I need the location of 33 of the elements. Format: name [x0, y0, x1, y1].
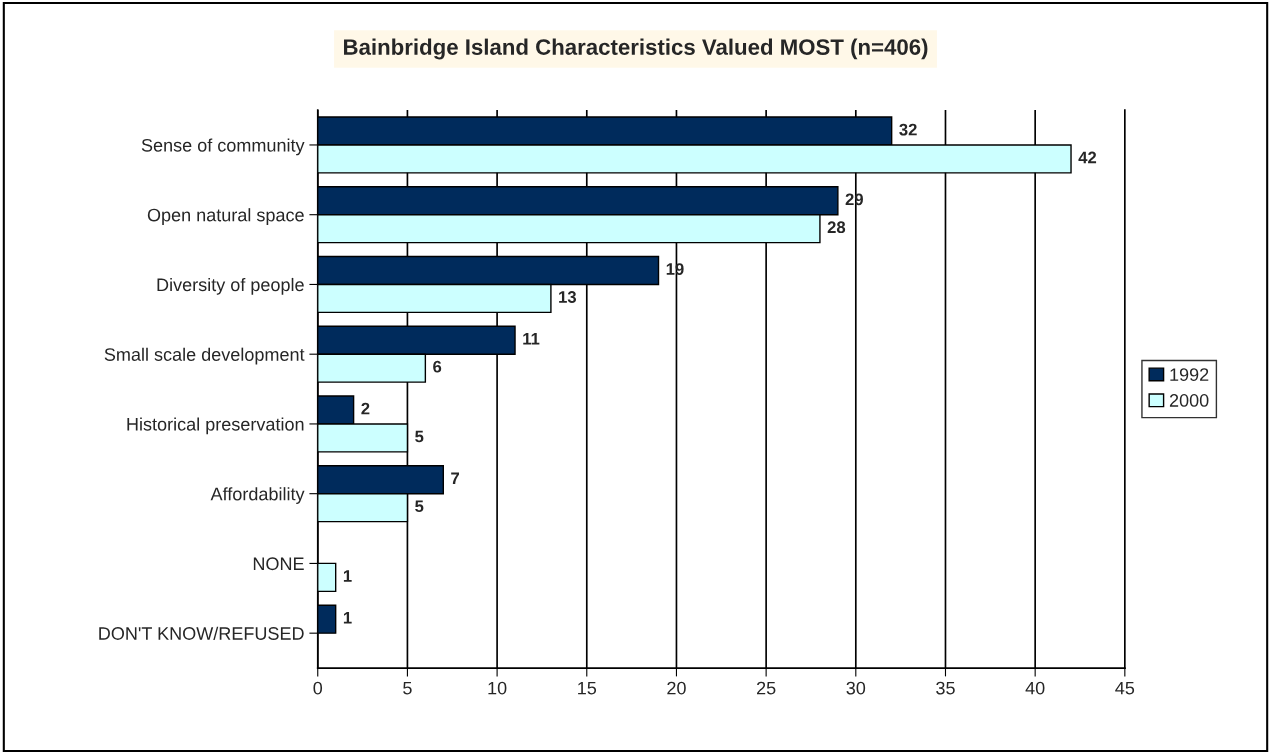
- x-tick-label: 20: [667, 681, 686, 695]
- data-label: 11: [523, 333, 540, 345]
- x-tick-label: 45: [1115, 681, 1135, 695]
- x-tick-label: 0: [313, 681, 323, 695]
- y-tick-label: NONE: [253, 557, 304, 571]
- x-tick-label: 5: [403, 681, 412, 695]
- data-label: 5: [415, 430, 424, 443]
- y-tick-label: Diversity of people: [157, 277, 304, 295]
- y-tick-label: Open natural space: [147, 208, 304, 225]
- chart-title: Bainbridge Island Characteristics Valued MOST (n=406): [344, 38, 928, 60]
- data-label: 5: [415, 500, 424, 513]
- y-tick-label: Affordability: [210, 487, 305, 504]
- data-label: 2: [361, 402, 370, 415]
- y-tick-label: Historical preservation: [127, 417, 304, 435]
- y-tick-label: Small scale development: [104, 347, 305, 365]
- data-label: 1: [343, 612, 352, 624]
- x-tick-label: 40: [1025, 681, 1045, 695]
- legend-label: 2000: [1169, 394, 1209, 407]
- x-tick-label: 25: [757, 681, 776, 695]
- data-label: 6: [433, 360, 442, 373]
- y-tick-label: Sense of community: [141, 138, 305, 156]
- data-label: 7: [451, 472, 460, 485]
- data-label: 13: [559, 291, 577, 303]
- data-label: 32: [899, 123, 917, 136]
- x-tick-label: 10: [488, 681, 507, 695]
- data-label: 28: [827, 221, 846, 234]
- legend-label: 1992: [1170, 368, 1209, 381]
- x-tick-label: 30: [846, 681, 866, 695]
- x-tick-label: 15: [578, 681, 597, 695]
- y-tick-label: DON'T KNOW/REFUSED: [99, 626, 304, 640]
- data-label: 1: [343, 570, 352, 582]
- x-tick-label: 35: [936, 681, 955, 695]
- data-label: 42: [1078, 151, 1097, 164]
